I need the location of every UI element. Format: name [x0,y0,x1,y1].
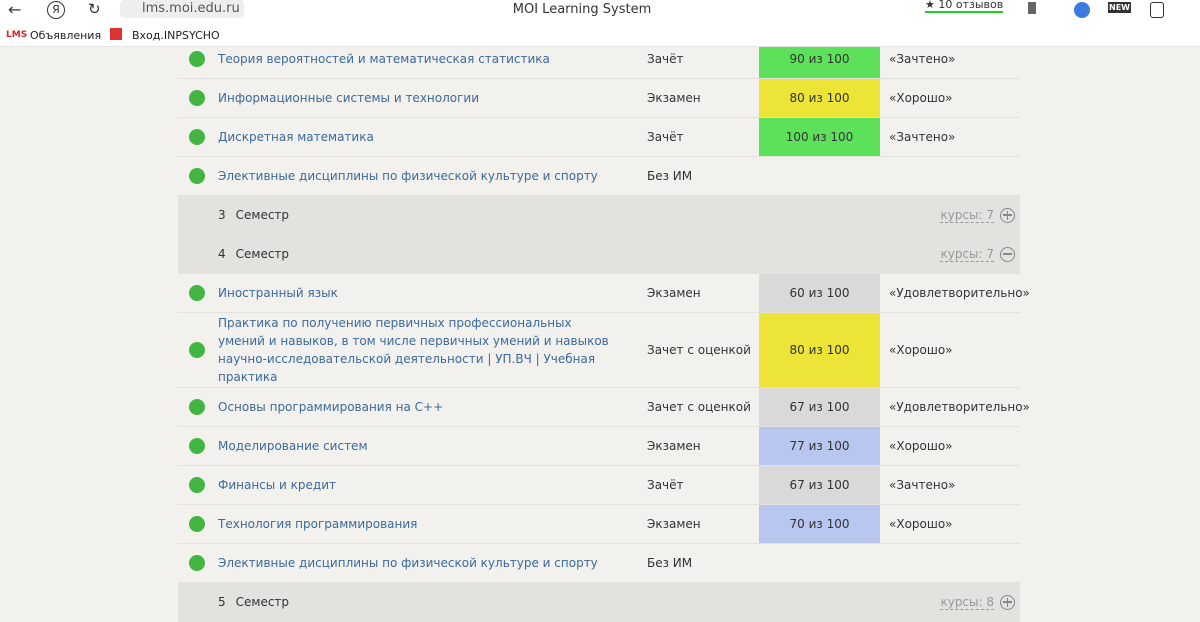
assessment-type: Зачёт [647,478,684,492]
semester-label: Семестр [235,208,290,222]
semester-label: Семестр [235,247,290,261]
status-dot [189,555,205,571]
semester-number: 4 [218,247,226,261]
page-title: MOI Learning System [512,2,652,17]
course-row: Моделирование систем Экзамен 77 из 100 «Хор… [178,427,1020,466]
semester-title: 4 Семестр [218,247,289,261]
reviews[interactable]: ★ 10 отзывов [925,0,1004,13]
bookmark-icon: LMS [6,30,28,40]
grade: «Удовлетворительно» [889,400,1030,414]
course-row: Информационные системы и технологии Экзам… [178,79,1020,118]
grade: «Удовлетворительно» [889,286,1030,300]
score: 80 из 100 [759,313,880,387]
grade: «Хорошо» [889,91,953,105]
grades-table: Теория вероятностей и математическая ста… [178,40,1030,622]
reload-button[interactable]: ↻ [88,0,101,18]
semester-number: 5 [218,595,226,609]
score: 70 из 100 [759,505,880,543]
extension-icon[interactable] [1150,2,1164,18]
course-name[interactable]: Дискретная математика [218,130,374,144]
toggle-minus[interactable] [1000,246,1015,262]
new-badge[interactable]: NEW [1108,2,1131,13]
course-name[interactable]: Практика по получению первичных професси… [218,316,609,384]
status-dot [189,51,205,67]
semester-row[interactable]: 4 Семестр курсы: 7 [178,235,1020,274]
bookmarks-bar: LMS Объявления Вход.INPSYCHO [0,22,1200,47]
course-row: Основы программирования на C++ Зачет с оц… [178,388,1030,427]
score: 67 из 100 [759,466,880,504]
assessment-type: Без ИМ [647,169,693,183]
extension-icon[interactable] [1074,2,1090,18]
status-dot [189,342,205,358]
course-row: Финансы и кредит Зачёт 67 из 100 «Зачтено» [178,466,1020,505]
score: 67 из 100 [759,388,880,426]
status-dot [189,129,205,145]
course-name[interactable]: Теория вероятностей и математическая ста… [218,52,550,66]
course-row: Технология программирования Экзамен 70 из … [178,505,1020,544]
status-dot [189,399,205,415]
score: 80 из 100 [759,79,880,117]
assessment-type: Зачёт [647,52,684,66]
toggle-plus[interactable] [1000,594,1015,610]
course-name[interactable]: Элективные дисциплины по физической куль… [218,556,598,570]
browser-bar: ← Я ↻ lms.moi.edu.ru MOI Learning System… [0,0,1200,22]
semester-title: 3 Семестр [218,208,289,222]
course-row: Элективные дисциплины по физической куль… [178,544,1020,583]
status-dot [189,516,205,532]
assessment-type: Экзамен [647,91,701,105]
assessment-type: Зачет с оценкой [647,400,751,414]
back-button[interactable]: ← [8,0,22,19]
course-name[interactable]: Технология программирования [218,517,418,531]
semester-row[interactable]: 3 Семестр курсы: 7 [178,196,1020,235]
score: 60 из 100 [759,274,880,312]
course-name[interactable]: Иностранный язык [218,286,338,300]
assessment-type: Экзамен [647,439,701,453]
course-row: Элективные дисциплины по физической куль… [178,157,1020,196]
course-count[interactable]: курсы: 8 [940,594,994,610]
assessment-type: Без ИМ [647,556,693,570]
bookmark[interactable]: Объявления [30,29,102,42]
grade: «Зачтено» [889,478,956,492]
status-dot [189,90,205,106]
course-name[interactable]: Моделирование систем [218,439,368,453]
toggle-plus[interactable] [1000,207,1015,223]
grade: «Зачтено» [889,130,956,144]
status-dot [189,285,205,301]
course-name[interactable]: Основы программирования на C++ [218,400,444,414]
semester-row[interactable]: 5 Семестр курсы: 8 [178,583,1020,622]
address-bar[interactable]: lms.moi.edu.ru [120,0,244,18]
yandex-icon[interactable]: Я [47,1,65,19]
semester-number: 3 [218,208,226,222]
status-dot [189,168,205,184]
course-count[interactable]: курсы: 7 [940,246,994,262]
bookmark[interactable]: Вход.INPSYCHO [132,29,220,42]
status-dot [189,438,205,454]
bookmark-icon [110,28,122,40]
semester-label: Семестр [235,595,290,609]
bookmark-icon[interactable] [1028,2,1036,14]
grade: «Хорошо» [889,439,953,453]
course-count[interactable]: курсы: 7 [940,207,994,223]
score: 100 из 100 [759,118,880,156]
course-row: Дискретная математика Зачёт 100 из 100 «Зач… [178,118,1020,157]
grade: «Хорошо» [889,517,953,531]
course-row: Практика по получению первичных професси… [178,313,1020,388]
course-row: Иностранный язык Экзамен 60 из 100 «Удовлет… [178,274,1030,313]
status-dot [189,477,205,493]
course-name[interactable]: Информационные системы и технологии [218,91,480,105]
assessment-type: Зачёт [647,130,684,144]
course-name[interactable]: Элективные дисциплины по физической куль… [218,169,598,183]
assessment-type: Зачет с оценкой [647,343,751,357]
course-name[interactable]: Финансы и кредит [218,478,337,492]
grade: «Хорошо» [889,343,953,357]
assessment-type: Экзамен [647,517,701,531]
assessment-type: Экзамен [647,286,701,300]
score: 77 из 100 [759,427,880,465]
semester-title: 5 Семестр [218,595,289,609]
grade: «Зачтено» [889,52,956,66]
